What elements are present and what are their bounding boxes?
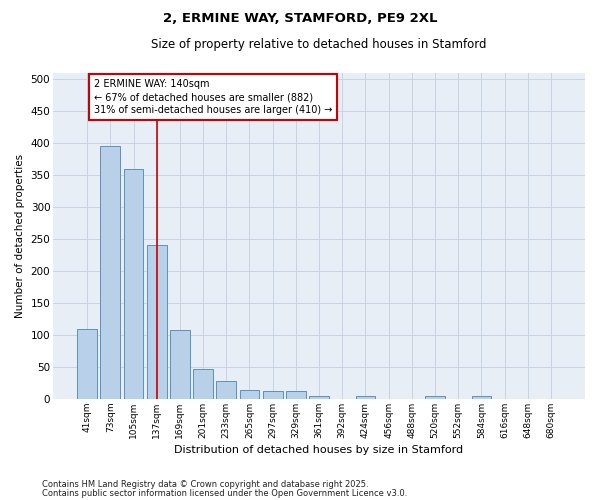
- Bar: [309, 396, 329, 399]
- Bar: [239, 390, 259, 399]
- Bar: [170, 330, 190, 399]
- Bar: [425, 396, 445, 399]
- Bar: [263, 390, 283, 399]
- Title: Size of property relative to detached houses in Stamford: Size of property relative to detached ho…: [151, 38, 487, 51]
- Text: Contains HM Land Registry data © Crown copyright and database right 2025.: Contains HM Land Registry data © Crown c…: [42, 480, 368, 489]
- Bar: [472, 396, 491, 399]
- Text: 2, ERMINE WAY, STAMFORD, PE9 2XL: 2, ERMINE WAY, STAMFORD, PE9 2XL: [163, 12, 437, 26]
- Bar: [124, 168, 143, 399]
- Bar: [286, 390, 306, 399]
- Bar: [193, 369, 213, 399]
- X-axis label: Distribution of detached houses by size in Stamford: Distribution of detached houses by size …: [175, 445, 464, 455]
- Bar: [356, 396, 375, 399]
- Y-axis label: Number of detached properties: Number of detached properties: [15, 154, 25, 318]
- Bar: [217, 381, 236, 399]
- Bar: [100, 146, 120, 399]
- Text: 2 ERMINE WAY: 140sqm
← 67% of detached houses are smaller (882)
31% of semi-deta: 2 ERMINE WAY: 140sqm ← 67% of detached h…: [94, 79, 332, 116]
- Text: Contains public sector information licensed under the Open Government Licence v3: Contains public sector information licen…: [42, 488, 407, 498]
- Bar: [147, 246, 167, 399]
- Bar: [77, 328, 97, 399]
